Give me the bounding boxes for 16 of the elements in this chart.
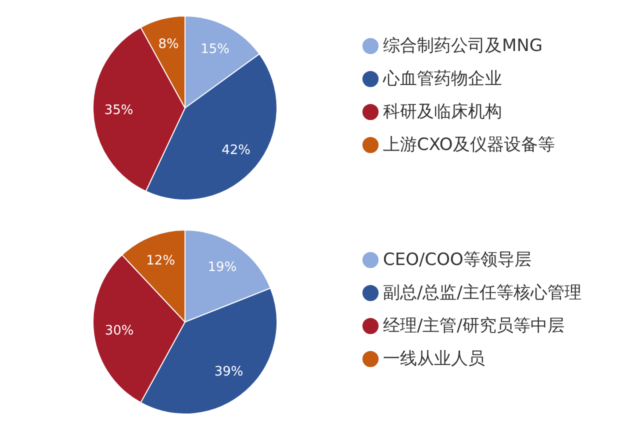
legend-label: 副总/总监/主任等核心管理 <box>383 283 582 303</box>
data-label: 35% <box>104 103 134 118</box>
data-label: 15% <box>200 42 230 57</box>
data-label: 12% <box>146 253 176 268</box>
data-label: 30% <box>104 323 134 338</box>
legend-label: 一线从业人员 <box>383 349 485 369</box>
legend-label: 上游CXO及仪器设备等 <box>383 135 555 155</box>
legend-label: 心血管药物企业 <box>382 69 502 89</box>
legend-label: CEO/COO等领导层 <box>383 250 532 270</box>
legend-label: 经理/主管/研究员等中层 <box>383 316 564 336</box>
legend-label: 科研及临床机构 <box>383 102 502 122</box>
legend-label: 综合制药公司及MNG <box>383 36 543 56</box>
data-label: 42% <box>222 143 250 158</box>
data-label: 19% <box>208 260 237 276</box>
data-label: 8% <box>158 36 179 52</box>
data-label: 39% <box>214 364 244 380</box>
